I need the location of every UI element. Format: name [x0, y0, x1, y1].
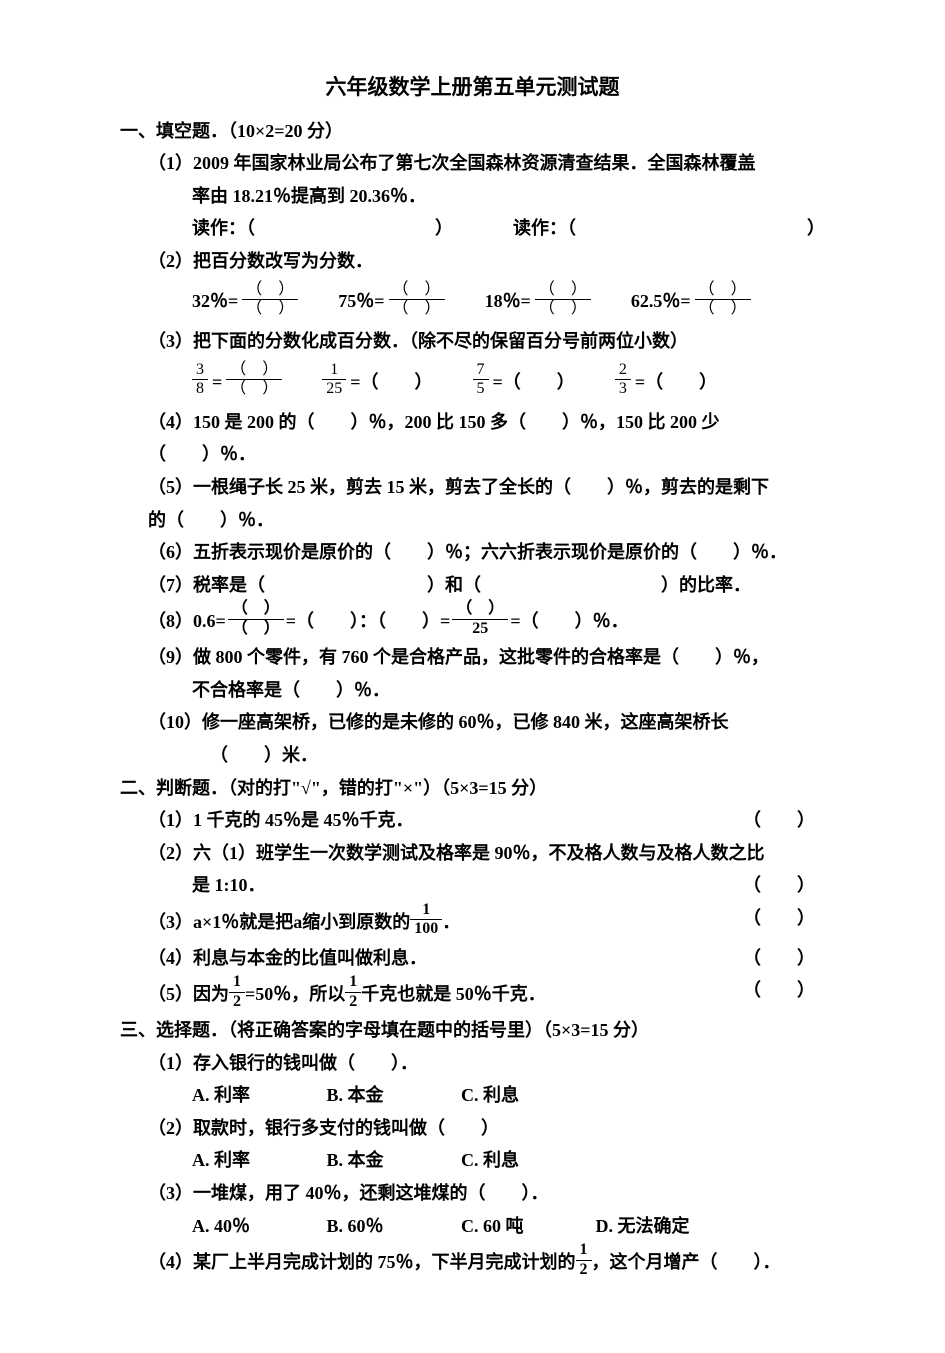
choice-d: D. 无法确定 [596, 1211, 726, 1242]
s1-q2-item1-label: 32％= [192, 286, 238, 317]
s2-q3-a: （3）a×1％就是把a缩小到原数的 [148, 907, 410, 938]
s1-q10a: （10）修一座高架桥，已修的是未修的 60％，已修 840 米，这座高架桥长 [120, 707, 825, 738]
s1-q3-item3: 75 =（ ） [473, 363, 575, 401]
s2-q5-a: （5）因为 [148, 979, 229, 1010]
fraction-1-100: 1100 [410, 901, 442, 939]
choice-b: B. 60％ [327, 1211, 457, 1242]
blank-fraction: （ ）（ ） [226, 361, 282, 399]
s1-q1-line3: 读作：（ ） 读作：（ ） [120, 213, 825, 244]
choice-c: C. 利息 [461, 1145, 591, 1176]
fraction-blank-25: （ ）25 [452, 600, 508, 638]
choice-b: B. 本金 [327, 1080, 457, 1111]
read-label-1: 读作：（ [192, 213, 255, 244]
eq-blank: =（ ） [350, 367, 432, 398]
s2-q4: （4）利息与本金的比值叫做利息． （ ） [120, 943, 825, 974]
blank-fraction: （ ）（ ） [389, 281, 445, 319]
s1-q5b: 的（ ）％． [120, 505, 825, 536]
s2-q2a: （2）六（1）班学生一次数学测试及格率是 90％，不及格人数与及格人数之比 [120, 838, 825, 869]
s1-q3-item2: 125 =（ ） [322, 363, 432, 401]
s1-q2-item3: 18％= （ ）（ ） [485, 283, 591, 321]
s1-q1-line1: （1）2009 年国家林业局公布了第七次全国森林资源清查结果．全国森林覆盖 [120, 148, 825, 179]
choice-b: B. 本金 [327, 1145, 457, 1176]
s1-q2-item4: 62.5％= （ ）（ ） [631, 283, 751, 321]
read-paren-1: ） [435, 213, 453, 244]
blank-fraction: （ ）（ ） [228, 600, 284, 638]
s1-q2-row: 32％= （ ）（ ） 75％= （ ）（ ） 18％= （ ）（ ） 62.5… [120, 283, 825, 321]
s2-q1: （1）1 千克的 45％是 45％千克． （ ） [120, 805, 825, 836]
fraction-3-8: 38 [192, 361, 208, 399]
s1-q2-item3-label: 18％= [485, 286, 531, 317]
section1-head: 一、填空题．（10×2=20 分） [120, 116, 825, 147]
read-paren-2: ） [807, 213, 825, 244]
s1-q3-item1: 38 = （ ）（ ） [192, 363, 282, 401]
s1-q3: （3）把下面的分数化成百分数．（除不尽的保留百分号前两位小数） [120, 326, 825, 357]
section3-head: 三、选择题．（将正确答案的字母填在题中的括号里）（5×3=15 分） [120, 1015, 825, 1046]
s1-q3-item4: 23 =（ ） [615, 363, 717, 401]
s1-q3-row: 38 = （ ）（ ） 125 =（ ） 75 =（ ） 23 =（ ） [120, 363, 825, 401]
s1-q2-item1: 32％= （ ）（ ） [192, 283, 298, 321]
s3-q2-choices: A. 利率 B. 本金 C. 利息 [120, 1145, 825, 1176]
s2-q3-b: ． [442, 907, 460, 938]
fraction-1-25: 125 [322, 361, 346, 399]
s1-q8-d: =（ ）％． [510, 606, 628, 637]
s1-q8-a: （8）0.6= [148, 606, 226, 637]
s1-q8-b: =（ ）：（ ）= [286, 606, 451, 637]
fraction-1-2: 12 [576, 1241, 592, 1279]
s1-q10b: （ ）米． [120, 740, 825, 771]
s1-q7: （7）税率是（ ）和（ ）的比率． [120, 570, 825, 601]
s2-q4-text: （4）利息与本金的比值叫做利息． [148, 943, 743, 974]
s1-q9b: 不合格率是（ ）％． [120, 675, 825, 706]
blank-fraction: （ ）（ ） [535, 281, 591, 319]
fraction-2-3: 23 [615, 361, 631, 399]
s2-q5: （5）因为 12 =50％，所以 12 千克也就是 50％千克． （ ） [120, 975, 825, 1013]
s3-q4-b: ，这个月增产（ ）． [592, 1247, 781, 1278]
s2-q3: （3）a×1％就是把a缩小到原数的 1100 ． （ ） [120, 903, 825, 941]
s2-q1-text: （1）1 千克的 45％是 45％千克． [148, 805, 743, 836]
fraction-1-2: 12 [345, 973, 361, 1011]
s3-q3-choices: A. 40％ B. 60％ C. 60 吨 D. 无法确定 [120, 1211, 825, 1242]
judge-blank: （ ） [743, 975, 815, 1013]
fraction-7-5: 75 [473, 361, 489, 399]
s3-q4-a: （4）某厂上半月完成计划的 75％，下半月完成计划的 [148, 1247, 576, 1278]
s1-q4b: （ ）％． [120, 439, 825, 470]
choice-c: C. 60 吨 [461, 1211, 591, 1242]
s1-q4a: （4）150 是 200 的（ ）％，200 比 150 多（ ）％，150 比… [120, 407, 825, 438]
s3-q2: （2）取款时，银行多支付的钱叫做（ ） [120, 1113, 825, 1144]
s1-q2-item4-label: 62.5％= [631, 286, 691, 317]
blank-fraction: （ ）（ ） [242, 281, 298, 319]
choice-a: A. 利率 [192, 1145, 322, 1176]
section2-head: 二、判断题．（对的打"√"，错的打"×"）（5×3=15 分） [120, 773, 825, 804]
s3-q4: （4）某厂上半月完成计划的 75％，下半月完成计划的 12 ，这个月增产（ ）． [120, 1243, 825, 1281]
s3-q1: （1）存入银行的钱叫做（ ）． [120, 1048, 825, 1079]
fraction-1-2: 12 [229, 973, 245, 1011]
s1-q5a: （5）一根绳子长 25 米，剪去 15 米，剪去了全长的（ ）％，剪去的是剩下 [120, 472, 825, 503]
s3-q1-choices: A. 利率 B. 本金 C. 利息 [120, 1080, 825, 1111]
eq-blank: =（ ） [635, 367, 717, 398]
s2-q5-c: 千克也就是 50％千克． [361, 979, 546, 1010]
page-title: 六年级数学上册第五单元测试题 [120, 70, 825, 106]
read-label-2: 读作：（ [513, 213, 576, 244]
judge-blank: （ ） [743, 903, 815, 941]
s1-q9a: （9）做 800 个零件，有 760 个是合格产品，这批零件的合格率是（ ）％， [120, 642, 825, 673]
s1-q2-item2: 75％= （ ）（ ） [338, 283, 444, 321]
s1-q1-line2: 率由 18.21％提高到 20.36％． [120, 181, 825, 212]
s2-q5-b: =50％，所以 [245, 979, 345, 1010]
eq-blank: =（ ） [493, 367, 575, 398]
judge-blank: （ ） [743, 943, 815, 974]
choice-a: A. 40％ [192, 1211, 322, 1242]
s1-q8: （8）0.6= （ ）（ ） =（ ）：（ ）= （ ）25 =（ ）％． [120, 602, 825, 640]
s2-q2b-text: 是 1:10． [192, 870, 743, 901]
choice-c: C. 利息 [461, 1080, 591, 1111]
s1-q2-item2-label: 75％= [338, 286, 384, 317]
judge-blank: （ ） [743, 805, 815, 836]
s3-q3: （3）一堆煤，用了 40％，还剩这堆煤的（ ）． [120, 1178, 825, 1209]
s1-q2: （2）把百分数改写为分数． [120, 246, 825, 277]
judge-blank: （ ） [743, 870, 815, 901]
choice-a: A. 利率 [192, 1080, 322, 1111]
s1-q6: （6）五折表示现价是原价的（ ）％；六六折表示现价是原价的（ ）％． [120, 537, 825, 568]
blank-fraction: （ ）（ ） [695, 281, 751, 319]
s2-q2b: 是 1:10． （ ） [120, 870, 825, 901]
